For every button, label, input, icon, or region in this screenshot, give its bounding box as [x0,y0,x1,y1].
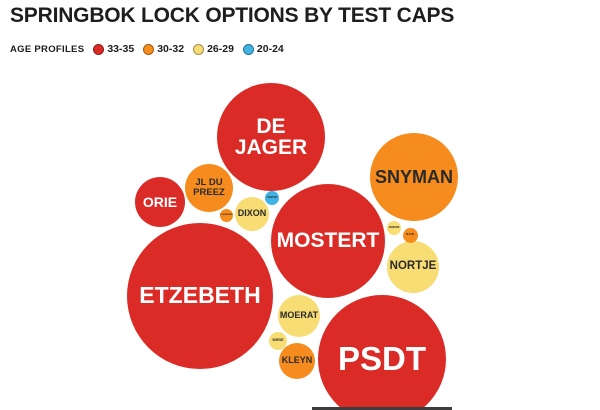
legend-label: 30-32 [157,43,185,55]
bubble-jenkins: JENKINS [387,221,401,235]
bubble-label: NORTJE [389,260,437,273]
legend-item-20-24: 20-24 [242,43,284,55]
bubble-orie: ORIE [135,177,185,227]
bubble-snyman: SNYMAN [370,133,458,221]
bubble-moerat: MOERAT [278,295,320,337]
legend-item-33-35: 33-35 [93,43,134,55]
bubble-label: ETZEBETH [139,282,261,309]
bubble-label: ORIE [142,193,178,210]
bubble-label: JL DU PREEZ [193,177,225,198]
bubble-label: MOERAT [279,310,319,321]
chart-title: SPRINGBOK LOCK OPTIONS BY TEST CAPS [10,4,455,27]
legend: AGE PROFILES 33-35 30-32 26-29 20-24 [10,41,284,57]
bubble-wiese: WIESE [269,332,287,350]
bubble-label: VENTER [266,195,278,199]
bubble-label: PSDT [337,340,426,378]
bubble-jl-du-preez: JL DU PREEZ [185,164,233,212]
bubble-label: SNYMAN [374,166,453,187]
legend-dot-icon [242,43,254,55]
footer-bar-fragment [312,407,452,410]
bubble-venter: VENTER [265,191,279,205]
legend-item-26-29: 26-29 [193,43,234,55]
bubble-label: MOSTERT [276,229,380,253]
bubble-label: NJVR [405,232,414,237]
legend-dot-icon [143,43,155,55]
bubble-nortje: NORTJE [387,241,439,293]
legend-title: AGE PROFILES [10,43,85,55]
bubble-etzebeth: ETZEBETH [127,223,273,369]
bubble-mostert: MOSTERT [271,184,385,298]
bubble-label: DE JAGER [234,114,308,159]
bubble-label: V HEERDEN [219,213,233,216]
legend-label: 33-35 [107,43,135,55]
bubble-kleyn: KLEYN [279,343,315,379]
legend-dot-icon [193,43,205,55]
bubble-v-heerden: V HEERDEN [219,208,233,222]
bubble-dixon: DIXON [235,197,269,231]
bubble-label: JENKINS [388,225,400,229]
legend-label: 20-24 [256,43,284,55]
bubble-psdt: PSDT [318,295,446,410]
legend-item-30-32: 30-32 [143,43,184,55]
bubble-label: WIESE [272,338,284,343]
legend-dot-icon [93,43,105,55]
bubble-njvr: NJVR [402,227,418,243]
legend-label: 26-29 [207,43,234,55]
bubble-label: KLEYN [281,355,313,366]
bubble-label: DIXON [237,208,267,219]
bubble-de-jager: DE JAGER [217,83,325,191]
